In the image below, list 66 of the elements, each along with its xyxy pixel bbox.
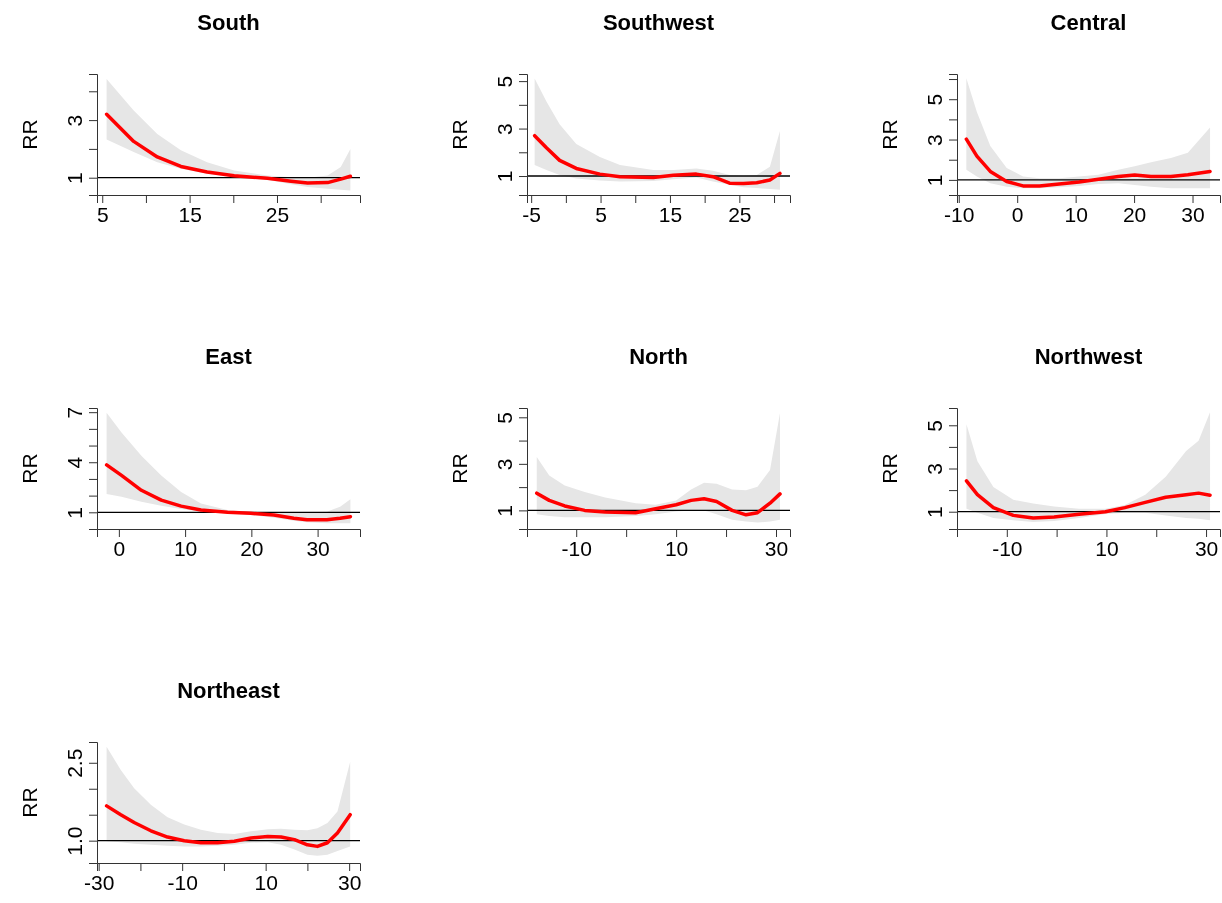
x-tick-label: 30 [306,536,330,560]
x-tick-label: 30 [337,870,362,894]
chart-title: Central [1050,10,1127,35]
x-tick-label: 0 [113,536,126,560]
x-tick-label: 15 [658,202,683,226]
x-tick-label: 10 [254,870,278,894]
x-tick-label: -5 [522,202,542,226]
y-tick-label: 3 [493,123,517,135]
y-tick-label: 4 [63,456,87,469]
x-tick-label: 10 [173,536,198,560]
y-axis-title: RR [448,119,471,150]
y-tick-label: 5 [493,411,517,424]
line-series [534,491,782,517]
chart-title: East [205,344,253,369]
y-tick-label: 2.5 [63,748,87,778]
x-tick-label: 20 [1122,202,1147,226]
x-tick-label: -10 [561,536,592,560]
x-tick-label: 30 [1181,202,1205,226]
x-tick-label: -10 [944,202,975,226]
line-series [964,137,1212,188]
x-tick-label: 10 [1095,536,1119,560]
line-series [964,479,1212,520]
y-tick-label: 1 [493,505,517,517]
y-tick-label: 5 [493,75,517,88]
x-tick-label: -30 [83,870,115,894]
y-tick-label: 1.0 [63,826,87,856]
x-tick-label: 30 [1194,536,1219,560]
y-tick-label: 3 [63,114,87,127]
y-tick-label: 3 [923,463,947,475]
y-axis-title: RR [878,453,901,484]
x-tick-label: 5 [595,202,607,226]
y-tick-label: 3 [923,134,947,146]
x-tick-label: 30 [764,536,789,560]
x-tick-label: 5 [96,202,109,226]
y-tick-label: 1 [493,170,517,183]
x-tick-label: 10 [1064,202,1088,226]
y-tick-label: 1 [63,506,87,519]
chart-title: Northwest [1034,344,1143,369]
x-tick-label: 0 [1011,202,1024,226]
y-axis-title: RR [878,119,901,150]
y-tick-label: 5 [923,93,947,106]
y-axis-title: RR [18,453,41,484]
y-tick-label: 1 [923,174,947,187]
y-tick-label: 5 [923,419,947,432]
x-tick-label: 20 [240,536,264,560]
y-axis-title: RR [448,453,471,484]
x-tick-label: 25 [265,202,290,226]
x-tick-label: 15 [178,202,202,226]
line-series [104,463,353,522]
chart-title: North [629,344,688,369]
x-tick-label: 10 [664,536,689,560]
chart-title: South [197,10,260,35]
y-axis-title: RR [18,119,41,150]
y-tick-label: 3 [493,458,517,471]
x-tick-label: -10 [167,870,198,894]
x-tick-label: -10 [992,536,1023,560]
line-series [104,112,353,185]
x-tick-label: 25 [728,202,752,226]
y-tick-label: 1 [923,506,947,519]
y-tick-label: 7 [63,406,87,419]
chart-title: Southwest [602,10,715,35]
line-series [532,133,782,186]
chart-title: Northeast [177,678,281,703]
y-axis-title: RR [18,787,41,818]
y-tick-label: 1 [63,172,87,185]
line-series [104,804,352,849]
